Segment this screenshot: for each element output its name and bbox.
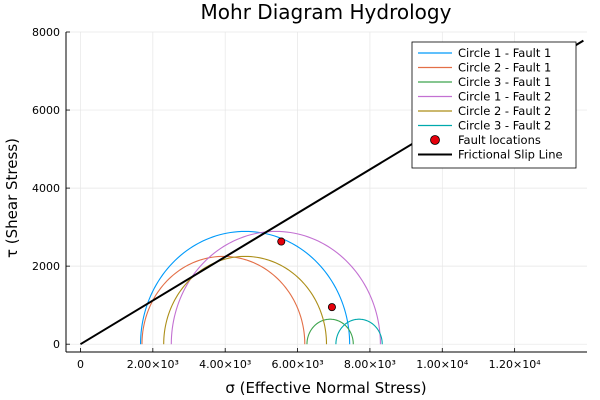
chart-title: Mohr Diagram Hydrology xyxy=(201,0,452,24)
x-tick-label: 8.00×10³ xyxy=(344,358,396,371)
y-tick-label: 8000 xyxy=(32,26,60,39)
x-tick-label: 1.00×10⁴ xyxy=(416,358,469,371)
tick-labels: 0 2.00×10³ 4.00×10³ 6.00×10³ 8.00×10³ 1.00×10… xyxy=(32,26,541,371)
circle-series-5 xyxy=(163,255,328,345)
y-tick-label: 0 xyxy=(53,338,60,351)
legend-entry: Circle 2 - Fault 1 xyxy=(458,61,551,75)
fault-location-point xyxy=(327,303,336,312)
x-tick-label: 0 xyxy=(77,358,84,371)
legend-entry: Circle 2 - Fault 2 xyxy=(458,104,551,118)
y-tick-label: 4000 xyxy=(32,182,60,195)
x-tick-label: 4.00×10³ xyxy=(199,358,251,371)
y-tick-label: 6000 xyxy=(32,104,60,117)
y-tick-label: 2000 xyxy=(32,260,60,273)
legend-entry: Circle 1 - Fault 2 xyxy=(458,90,551,104)
legend-entry: Circle 1 - Fault 1 xyxy=(458,46,551,60)
x-tick-label: 6.00×10³ xyxy=(271,358,323,371)
axes xyxy=(65,31,587,353)
legend-entry: Circle 3 - Fault 2 xyxy=(458,119,551,133)
fault-points xyxy=(277,237,336,312)
x-axis-label: σ (Effective Normal Stress) xyxy=(225,379,426,397)
circle-series-4 xyxy=(170,230,381,345)
legend-box xyxy=(411,41,577,169)
legend-entry: Frictional Slip Line xyxy=(458,148,563,162)
x-tick-label: 2.00×10³ xyxy=(127,358,179,371)
mohr-circles xyxy=(139,230,383,345)
legend-entry: Fault locations xyxy=(458,133,541,147)
circle-series-3 xyxy=(306,318,354,345)
x-tick-label: 1.20×10⁴ xyxy=(489,358,542,371)
circle-series-1 xyxy=(139,230,351,345)
fault-location-point xyxy=(277,237,286,246)
circle-series-6 xyxy=(335,318,383,345)
y-axis-label: τ (Shear Stress) xyxy=(3,138,21,258)
legend-swatch xyxy=(430,135,440,145)
legend-entry: Circle 3 - Fault 1 xyxy=(458,75,551,89)
